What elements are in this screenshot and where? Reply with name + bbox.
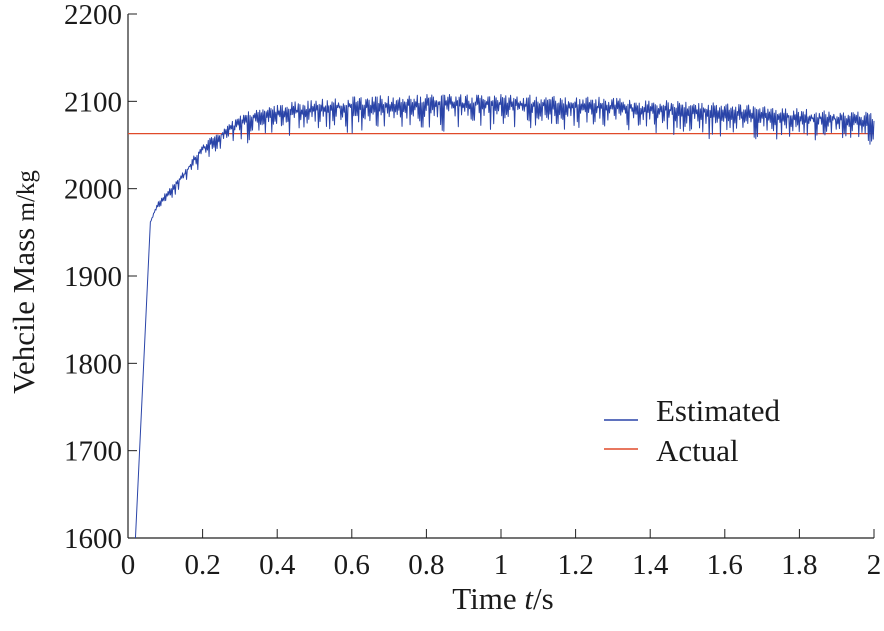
y-tick-label: 1900 [64,261,122,293]
x-tick-label: 0 [121,549,136,581]
y-tick-label: 1600 [64,523,122,555]
x-tick-label: 0.4 [259,549,296,581]
x-axis-label: Time t/s [452,581,553,616]
x-tick-label: 0.8 [408,549,444,581]
x-tick-label: 0.2 [184,549,220,581]
x-tick-label: 2 [867,549,882,581]
x-tick-label: 1.2 [557,549,593,581]
legend-label-estimated: Estimated [656,393,780,428]
y-tick-label: 2100 [64,86,122,118]
y-axis-label: Vehcile Mass m/kg [6,170,41,394]
x-tick-label: 1.4 [632,549,669,581]
x-tick-label: 1 [494,549,509,581]
legend: Estimated Actual [604,393,780,468]
plot-series [128,93,875,539]
axes [127,14,874,539]
legend-label-actual: Actual [656,433,739,468]
y-tick-label: 2200 [64,0,122,31]
x-tick-label: 1.8 [781,549,817,581]
x-tick-label: 0.6 [334,549,370,581]
y-tick-label: 2000 [64,174,122,206]
x-tick-label: 1.6 [707,549,743,581]
y-tick-label: 1800 [64,348,122,380]
y-tick-label: 1700 [64,436,122,468]
series-line-estimated [134,93,875,539]
ticks: 0 0.2 0.4 0.6 0.8 1 1.2 1.4 1.6 1.8 2 1600 1700 1800 1… [64,0,881,581]
